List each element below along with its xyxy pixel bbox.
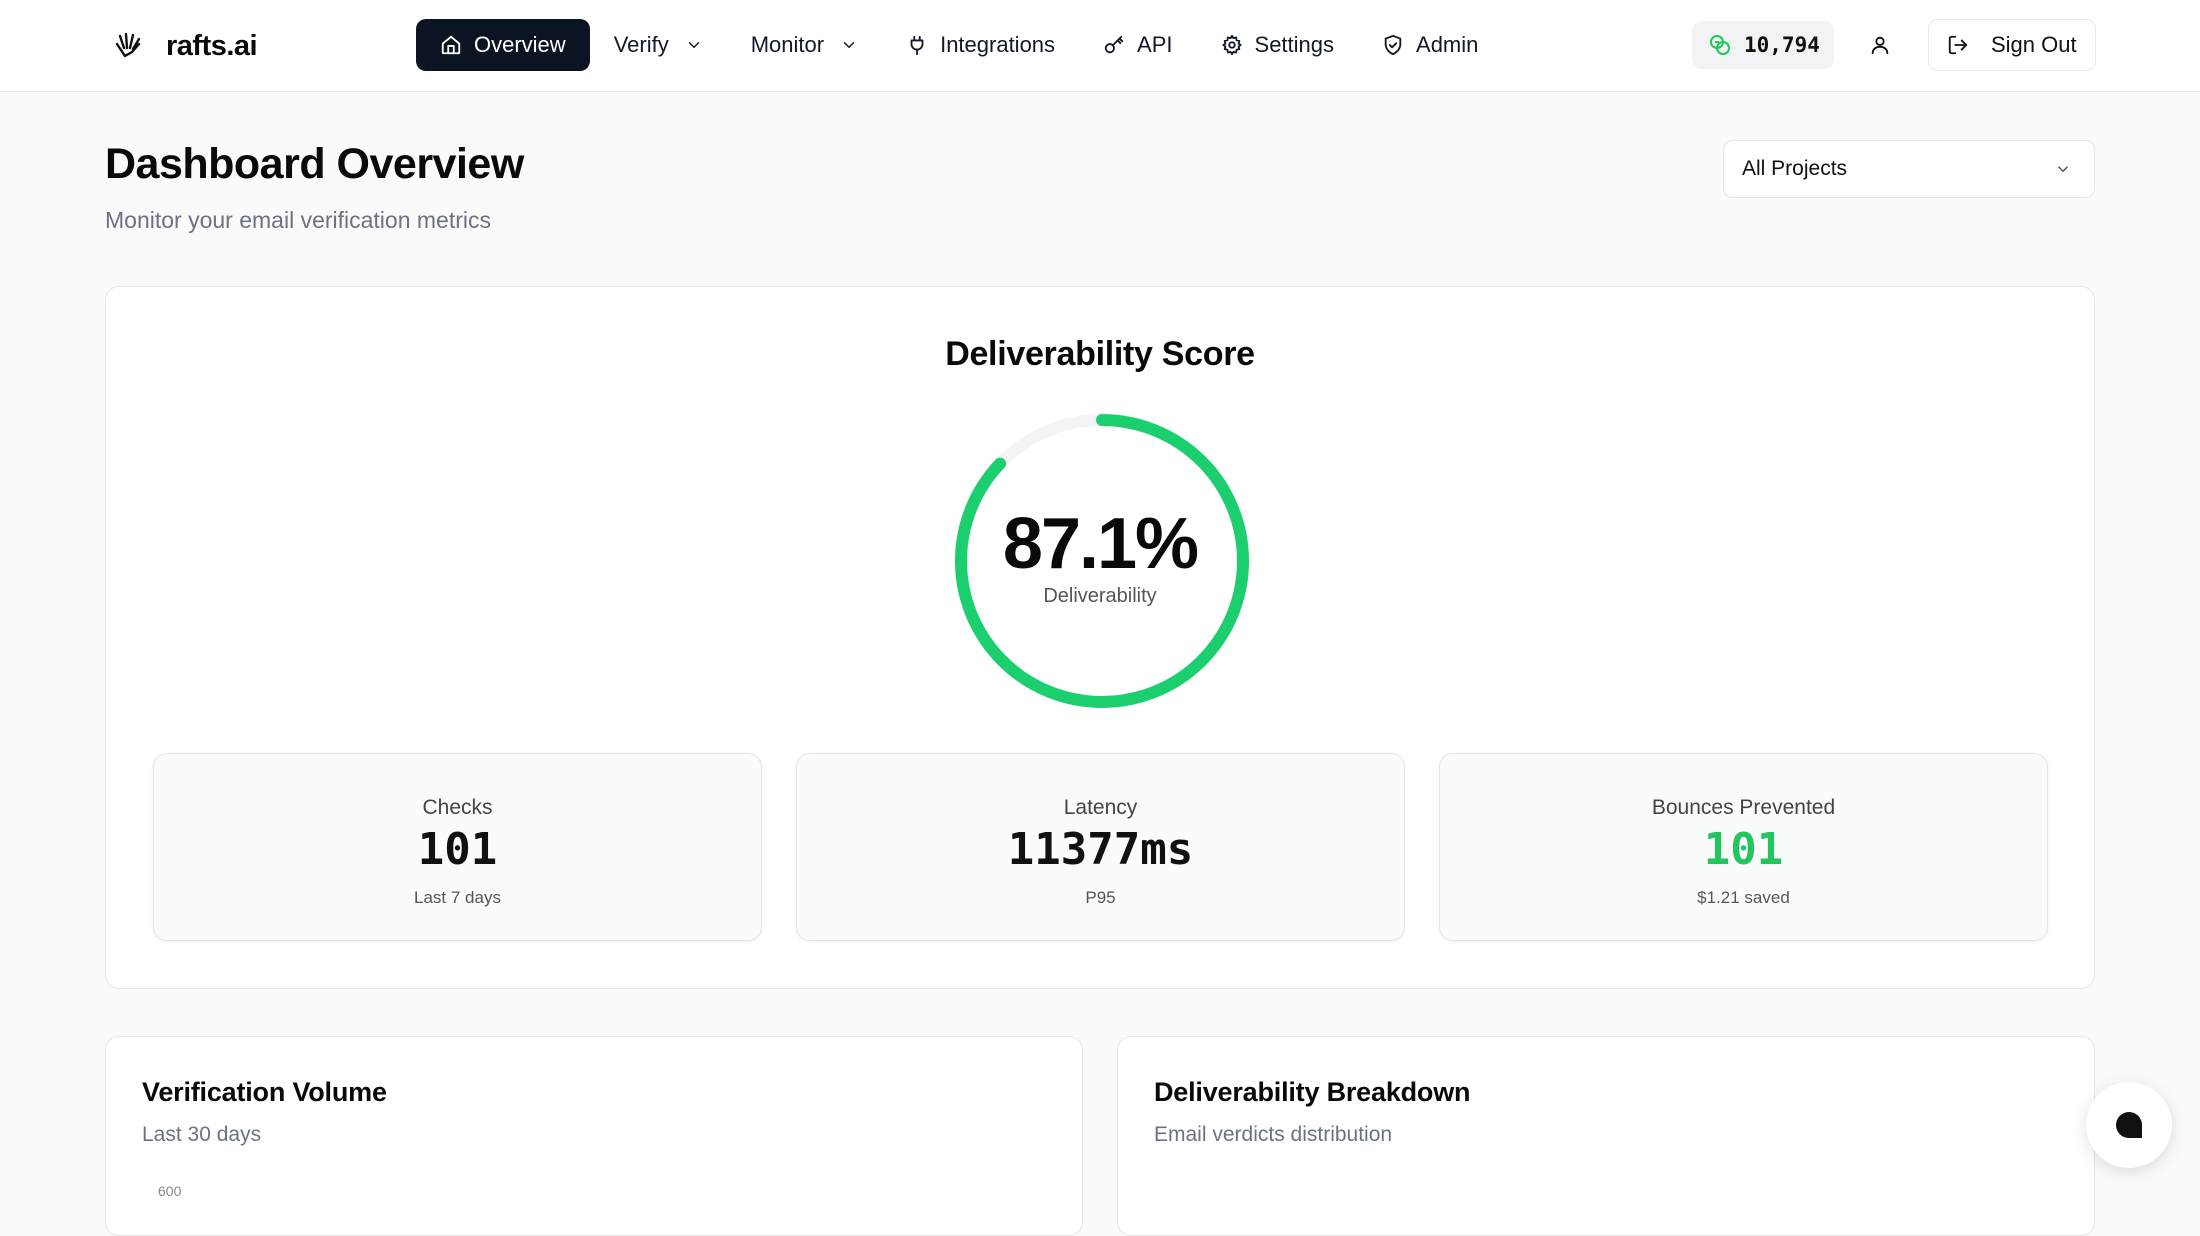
main-nav: Overview Verify Monitor Integrations API…	[416, 19, 1502, 71]
panel-title: Verification Volume	[142, 1077, 387, 1107]
deliverability-score-card: Deliverability Score 87.1% Deliverabilit…	[105, 286, 2095, 989]
coins-icon	[1710, 35, 1730, 55]
home-icon	[441, 35, 461, 55]
stat-label: Bounces Prevented	[1651, 796, 1836, 819]
key-icon	[1104, 35, 1124, 54]
gauge-progress-arc	[955, 414, 1249, 708]
shield-icon	[1384, 34, 1402, 56]
stat-value: 101	[417, 824, 498, 875]
stat-card-latency: Latency 11377ms P95	[796, 753, 1405, 941]
log-out-icon	[1948, 35, 1968, 55]
page-subtitle: Monitor your email verification metrics	[105, 207, 492, 233]
sign-out-button[interactable]: Sign Out	[1928, 19, 2096, 71]
gear-icon	[1221, 34, 1242, 56]
sign-out-label: Sign Out	[1991, 32, 2077, 57]
plug-icon	[910, 35, 924, 56]
stat-subtext: Last 7 days	[414, 888, 501, 907]
chat-bubble-icon	[2116, 1112, 2142, 1138]
user-icon	[1871, 36, 1889, 55]
panel-subtitle: Last 30 days	[142, 1123, 262, 1146]
score-title: Deliverability Score	[945, 335, 1255, 373]
credits-count: 10,794	[1744, 33, 1820, 57]
nav-item-overview[interactable]: Overview	[416, 19, 590, 71]
nav-item-admin[interactable]: Admin	[1358, 19, 1502, 71]
stat-card-checks: Checks 101 Last 7 days	[153, 753, 762, 941]
project-select-value: All Projects	[1742, 157, 1848, 180]
gauge-value: 87.1%	[1002, 504, 1199, 584]
nav-item-label: Monitor	[750, 32, 825, 57]
y-axis-tick: 600	[158, 1183, 182, 1199]
deliverability-gauge	[955, 414, 1249, 708]
deliverability-breakdown-card: Deliverability Breakdown Email verdicts …	[1117, 1036, 2095, 1236]
nav-item-monitor[interactable]: Monitor	[727, 19, 882, 71]
stat-label: Checks	[422, 796, 493, 819]
stat-value: 11377ms	[1007, 824, 1194, 875]
hand-logo-icon	[115, 32, 141, 58]
nav-item-label: Overview	[474, 32, 566, 57]
page-title: Dashboard Overview	[105, 140, 524, 188]
nav-item-label: Admin	[1416, 32, 1479, 57]
nav-item-label: Verify	[613, 32, 669, 57]
stat-subtext: $1.21 saved	[1697, 888, 1790, 907]
chevron-down-icon	[2057, 166, 2069, 173]
nav-item-api[interactable]: API	[1079, 19, 1196, 71]
nav-item-label: API	[1137, 32, 1173, 57]
stat-label: Latency	[1063, 796, 1138, 819]
panel-title: Deliverability Breakdown	[1154, 1077, 1471, 1107]
chevron-down-icon	[688, 42, 699, 48]
nav-item-label: Integrations	[940, 32, 1056, 57]
nav-item-integrations[interactable]: Integrations	[882, 19, 1079, 71]
chevron-down-icon	[843, 42, 855, 48]
nav-item-label: Settings	[1254, 32, 1335, 57]
verification-volume-card: Verification Volume Last 30 days 600	[105, 1036, 1083, 1236]
panel-subtitle: Email verdicts distribution	[1154, 1123, 1393, 1146]
chat-widget-button[interactable]	[2086, 1082, 2172, 1168]
stat-value: 101	[1703, 824, 1784, 875]
brand-name: rafts.ai	[166, 29, 258, 62]
nav-item-verify[interactable]: Verify	[590, 19, 727, 71]
stat-card-bounces-prevented: Bounces Prevented 101 $1.21 saved	[1439, 753, 2048, 941]
brand[interactable]: rafts.ai	[112, 24, 258, 68]
user-profile-button[interactable]	[1864, 28, 1896, 62]
stat-subtext: P95	[1085, 888, 1116, 907]
nav-item-settings[interactable]: Settings	[1197, 19, 1359, 71]
credits-badge[interactable]: 10,794	[1692, 21, 1834, 69]
top-navigation-bar: rafts.ai Overview Verify Monitor Integra…	[0, 0, 2200, 92]
project-select[interactable]: All Projects	[1723, 140, 2095, 198]
gauge-label: Deliverability	[1043, 585, 1157, 607]
